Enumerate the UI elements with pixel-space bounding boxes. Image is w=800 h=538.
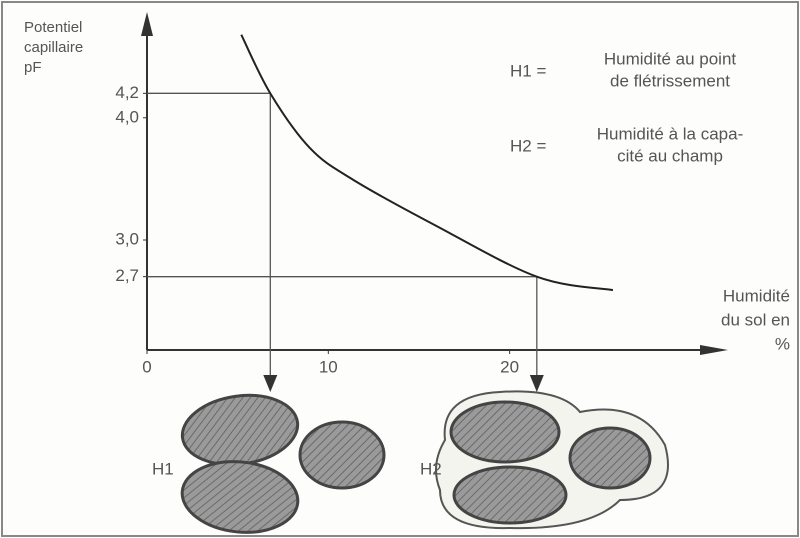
y-axis-label: Potentiel	[24, 19, 82, 36]
particles-dry	[180, 393, 386, 534]
legend-key: H1 =	[510, 61, 546, 80]
guide-arrow	[263, 375, 278, 392]
legend-text: Humidité à la capa-	[597, 124, 743, 143]
x-tick-label: 10	[319, 357, 338, 376]
x-tick-label: 20	[500, 357, 519, 376]
x-axis-label: %	[775, 334, 790, 353]
x-axis-label: du sol en	[721, 310, 790, 329]
particle-label: H2	[420, 459, 442, 478]
particles-wet	[435, 390, 669, 530]
guide-arrow	[529, 375, 544, 392]
x-axis-arrow	[700, 345, 728, 355]
curve	[240, 34, 614, 292]
y-tick-label: 3,0	[115, 229, 139, 248]
y-tick-label: 4,0	[115, 107, 139, 126]
y-tick-label: 2,7	[115, 266, 139, 285]
y-axis-arrow	[141, 12, 153, 36]
y-axis-label: capillaire	[24, 39, 83, 56]
y-axis-label: pF	[24, 59, 42, 76]
x-axis-label: Humidité	[723, 286, 790, 305]
y-tick-label: 4,2	[115, 83, 139, 102]
legend-text: Humidité au point	[604, 49, 737, 68]
x-tick-label: 0	[142, 357, 151, 376]
legend-text: cité au champ	[617, 146, 723, 165]
particle-label: H1	[152, 459, 174, 478]
legend-key: H2 =	[510, 136, 546, 155]
legend-text: de flétrissement	[610, 71, 730, 90]
